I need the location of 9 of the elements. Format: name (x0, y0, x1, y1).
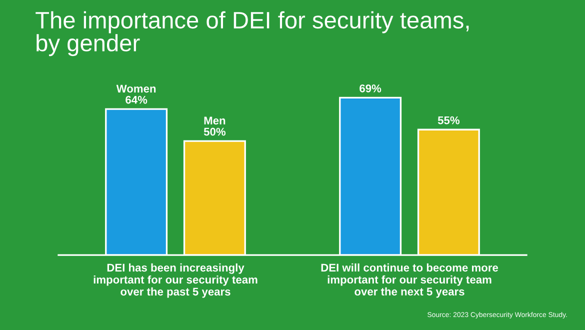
x-tick-label: DEI will continue to become more important for our security team over the next 5 years (321, 263, 498, 298)
data-label: 64% (126, 96, 148, 104)
data-label: 50% (204, 128, 226, 136)
data-label: 69% (360, 84, 382, 92)
series-label: Women (116, 84, 156, 93)
x-tick-label: DEI has been increasingly important for our security team over the past 5 years (94, 263, 258, 298)
series-label: Men (204, 116, 226, 125)
data-label: 55% (438, 116, 460, 124)
chart-title: The importance of DEI for security teams, by gender (36, 11, 469, 56)
